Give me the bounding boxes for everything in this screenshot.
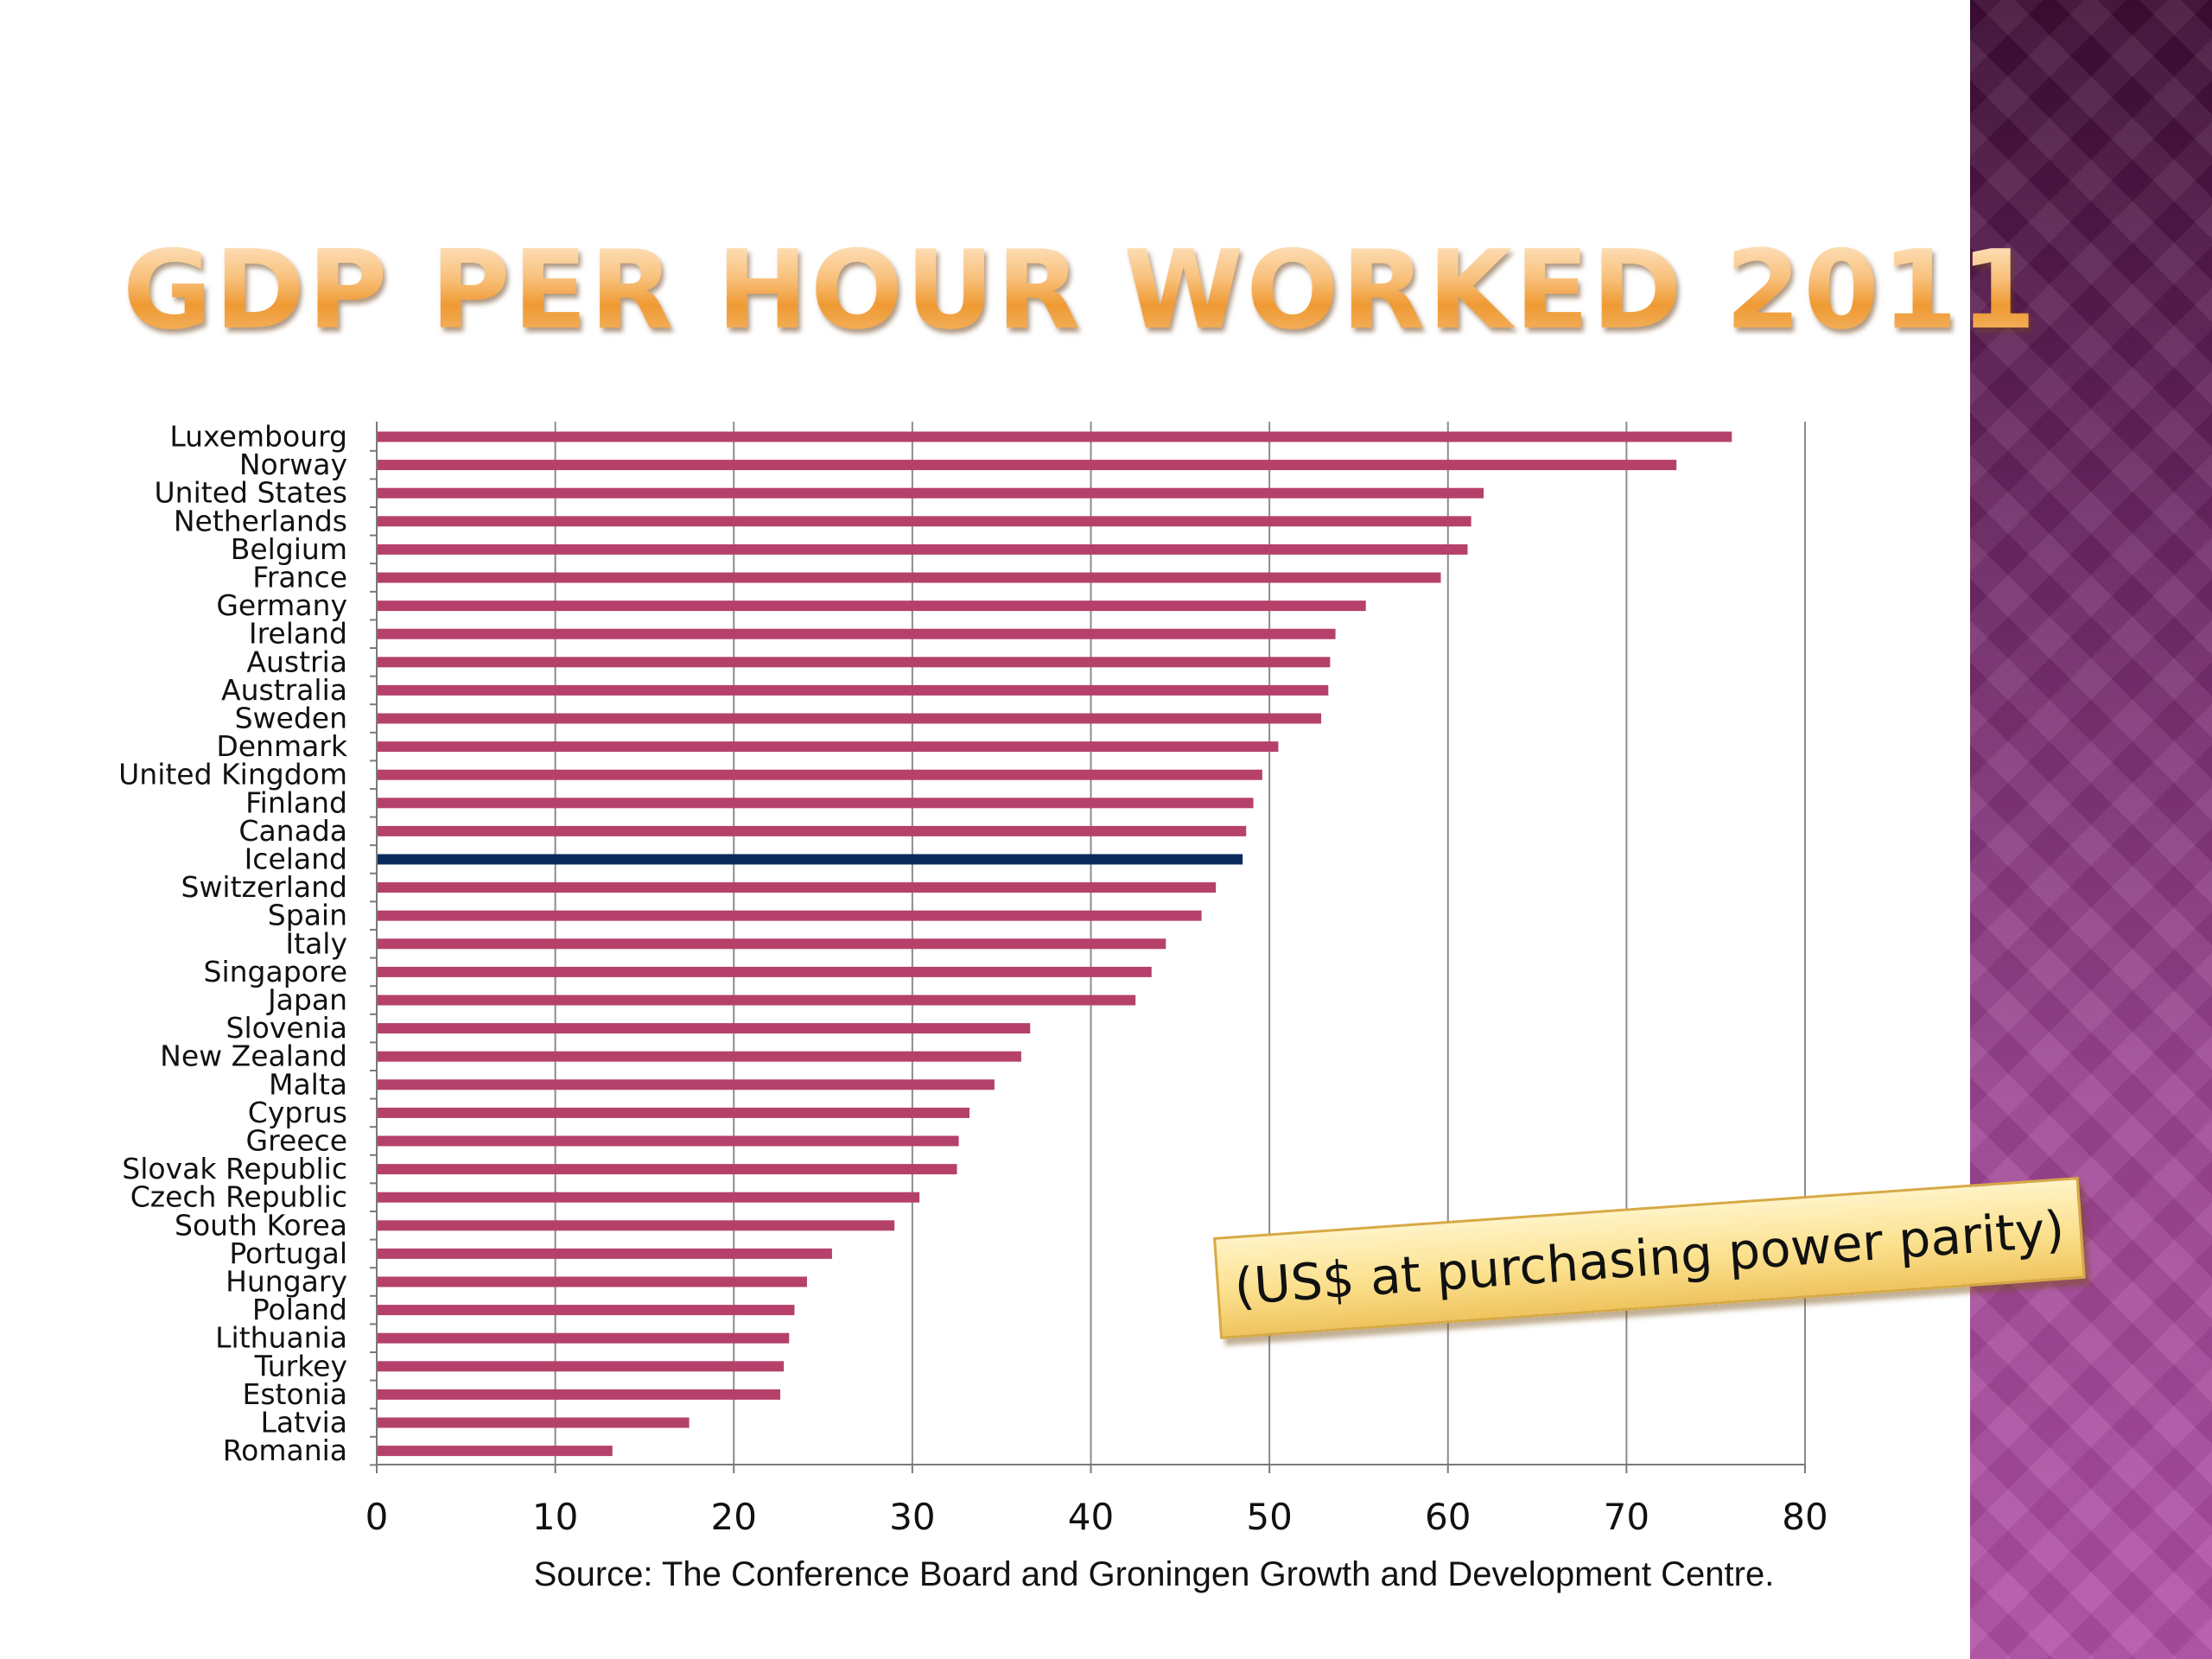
bar xyxy=(377,741,1279,753)
category-label: Italy xyxy=(285,926,347,960)
category-label: Estonia xyxy=(243,1377,347,1411)
bar xyxy=(377,1248,832,1259)
category-label: Latvia xyxy=(261,1406,347,1440)
category-label: Japan xyxy=(266,983,347,1017)
bar xyxy=(377,1107,969,1118)
category-label: Cyprus xyxy=(248,1096,347,1129)
category-label: United Kingdom xyxy=(118,758,347,791)
category-label: Canada xyxy=(238,814,347,848)
x-axis-tick-label: 50 xyxy=(1246,1496,1292,1538)
bar xyxy=(377,1361,785,1372)
bar xyxy=(377,1332,790,1344)
bar xyxy=(377,1417,690,1428)
bar xyxy=(377,1389,780,1400)
x-axis-tick-label: 70 xyxy=(1604,1496,1649,1538)
category-label: Slovenia xyxy=(226,1011,347,1045)
x-axis-tick-label: 30 xyxy=(889,1496,935,1538)
x-axis-tick-label: 0 xyxy=(365,1496,389,1538)
category-label: Hungary xyxy=(226,1265,347,1299)
source-note: Source: The Conference Board and Groning… xyxy=(533,1555,1775,1593)
x-axis-tick-label: 40 xyxy=(1068,1496,1114,1538)
bar xyxy=(377,713,1322,724)
bar xyxy=(377,1276,807,1287)
category-label: South Korea xyxy=(175,1208,347,1242)
bar xyxy=(377,684,1329,696)
bar xyxy=(377,431,1732,442)
category-label: Switzerland xyxy=(181,870,348,904)
bar xyxy=(377,1446,613,1457)
bar xyxy=(377,460,1677,471)
category-label: United States xyxy=(155,476,347,510)
category-label: Spain xyxy=(268,899,347,932)
bar xyxy=(377,516,1471,527)
bar xyxy=(377,601,1366,612)
category-label: Belgium xyxy=(231,532,347,566)
category-label: Australia xyxy=(221,673,347,707)
chart-axes xyxy=(370,422,1806,1473)
bar xyxy=(377,1023,1031,1034)
bar xyxy=(377,628,1336,639)
category-label: Portugal xyxy=(229,1236,347,1270)
bar-highlighted xyxy=(377,854,1243,865)
category-label: Norway xyxy=(239,448,347,481)
bar xyxy=(377,1305,795,1316)
category-label: Romania xyxy=(223,1433,347,1467)
slide-title: GDP per hour worked 2011 xyxy=(123,226,2039,353)
chart-bars xyxy=(377,431,1732,1457)
category-label: Malta xyxy=(269,1067,347,1101)
bar xyxy=(377,487,1484,499)
bar xyxy=(377,769,1262,780)
bar xyxy=(377,1164,957,1175)
category-label: Slovak Republic xyxy=(122,1152,347,1185)
category-label: New Zealand xyxy=(160,1039,347,1073)
bar xyxy=(377,1051,1021,1062)
bar xyxy=(377,995,1136,1006)
category-label: Turkey xyxy=(254,1349,347,1382)
category-label: Finland xyxy=(245,785,347,819)
bar xyxy=(377,825,1247,836)
bar xyxy=(377,966,1152,977)
bar xyxy=(377,1192,920,1203)
x-axis-tick-label: 80 xyxy=(1782,1496,1827,1538)
bar xyxy=(377,882,1217,893)
category-label: Czech Republic xyxy=(130,1180,347,1214)
category-label: Lithuania xyxy=(215,1321,347,1355)
bar xyxy=(377,910,1202,921)
category-label: Luxembourg xyxy=(169,420,347,454)
category-label: Singapore xyxy=(204,955,347,988)
x-axis-tick-label: 20 xyxy=(711,1496,757,1538)
category-label: France xyxy=(252,561,347,594)
bar xyxy=(377,657,1331,668)
category-label: Ireland xyxy=(249,617,347,651)
category-label: Germany xyxy=(216,588,347,622)
bar xyxy=(377,1220,895,1231)
category-label: Iceland xyxy=(245,842,347,876)
bar xyxy=(377,1079,995,1090)
category-label: Denmark xyxy=(216,729,348,763)
bar xyxy=(377,543,1468,555)
decorative-side-band xyxy=(1970,0,2212,1659)
bar xyxy=(377,1135,959,1147)
category-label: Sweden xyxy=(235,702,347,735)
category-label: Austria xyxy=(246,645,347,678)
bar xyxy=(377,798,1254,809)
category-label: Netherlands xyxy=(174,504,347,537)
x-axis-tick-label: 10 xyxy=(532,1496,578,1538)
chart-tick-labels: 0 10 20 30 40 50 60 70 80 xyxy=(365,1496,1828,1538)
x-axis-tick-label: 60 xyxy=(1425,1496,1471,1538)
bar xyxy=(377,572,1441,583)
category-label: Greece xyxy=(246,1124,347,1158)
category-label: Poland xyxy=(252,1293,347,1326)
bar xyxy=(377,938,1166,950)
